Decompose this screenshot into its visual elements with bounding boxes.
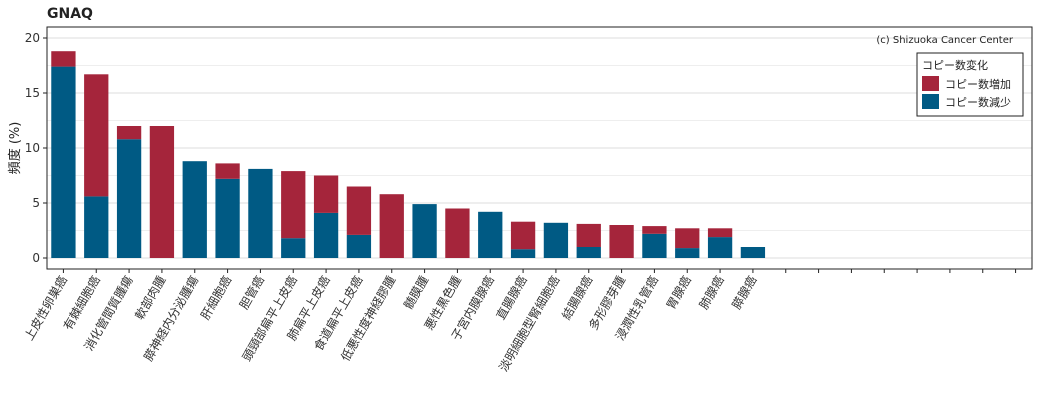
bar-gain	[445, 208, 470, 258]
bar-loss	[215, 178, 240, 258]
bar-loss	[576, 247, 601, 258]
bar-gain	[84, 74, 109, 197]
bar-gain	[576, 223, 601, 247]
legend-label-loss: コピー数減少	[945, 95, 1011, 109]
bar-gain	[707, 228, 733, 238]
legend-swatch-gain	[922, 76, 939, 91]
bar-loss	[116, 139, 142, 258]
legend: コピー数変化 コピー数増加 コピー数減少	[916, 52, 1024, 117]
bar-gain	[510, 221, 536, 250]
bar-gain	[642, 226, 667, 234]
x-tick-label: 上皮性卵巣癌	[21, 273, 70, 343]
x-tick-label: 肝細胞癌	[197, 273, 234, 322]
credit-text: (c) Shizuoka Cancer Center	[876, 35, 1014, 46]
bar-loss	[84, 196, 109, 258]
x-tick-label: 直腸腺癌	[493, 273, 530, 322]
bar-loss	[412, 204, 437, 258]
bar-gain	[51, 51, 76, 67]
bar-gain	[313, 175, 339, 213]
x-tick-label: 髄膜腫	[400, 273, 431, 312]
bar-loss	[182, 161, 207, 258]
y-tick-label: 15	[25, 86, 40, 100]
chart-title: GNAQ	[47, 6, 93, 22]
bar-gain	[379, 194, 404, 258]
x-tick-label: 胃腺癌	[663, 273, 694, 312]
x-tick-label: 淡明細胞型腎細胞癌	[496, 273, 563, 374]
bar-loss	[675, 248, 700, 258]
bar-gain	[675, 228, 700, 249]
bar-loss	[707, 237, 733, 258]
y-tick-label: 0	[32, 251, 40, 265]
y-axis-label: 頻度 (%)	[7, 122, 23, 175]
legend-label-gain: コピー数増加	[945, 78, 1011, 91]
gridlines	[47, 37, 1032, 259]
bar-loss	[510, 249, 536, 258]
bar-gain	[346, 186, 372, 235]
bar-gain	[215, 163, 240, 179]
bar-loss	[313, 212, 339, 258]
x-tick-label: 膵腺癌	[729, 273, 760, 312]
bars	[51, 51, 766, 258]
bar-loss	[543, 222, 569, 258]
bar-loss	[642, 233, 667, 258]
bar-loss	[478, 211, 503, 258]
y-tick-label: 10	[25, 141, 40, 155]
bar-gain	[281, 171, 306, 239]
bar-gain	[149, 126, 175, 258]
bar-loss	[346, 234, 372, 258]
bar-loss	[248, 168, 273, 258]
legend-swatch-loss	[922, 94, 939, 109]
bar-gain	[609, 225, 634, 258]
x-tick-label: 肺腺癌	[696, 273, 727, 312]
bar-loss	[740, 247, 766, 258]
legend-title: コピー数変化	[922, 58, 988, 72]
bar-gain	[116, 126, 142, 140]
y-axis: 0 5 10 15 20	[25, 31, 47, 265]
y-tick-label: 5	[32, 196, 40, 210]
bar-loss	[281, 238, 306, 258]
x-tick-label: 結腸腺癌	[558, 273, 595, 322]
x-tick-label: 軟部肉腫	[132, 273, 169, 322]
y-tick-label: 20	[25, 31, 40, 45]
x-tick-label: 胆管癌	[236, 273, 267, 312]
bar-loss	[51, 66, 76, 258]
